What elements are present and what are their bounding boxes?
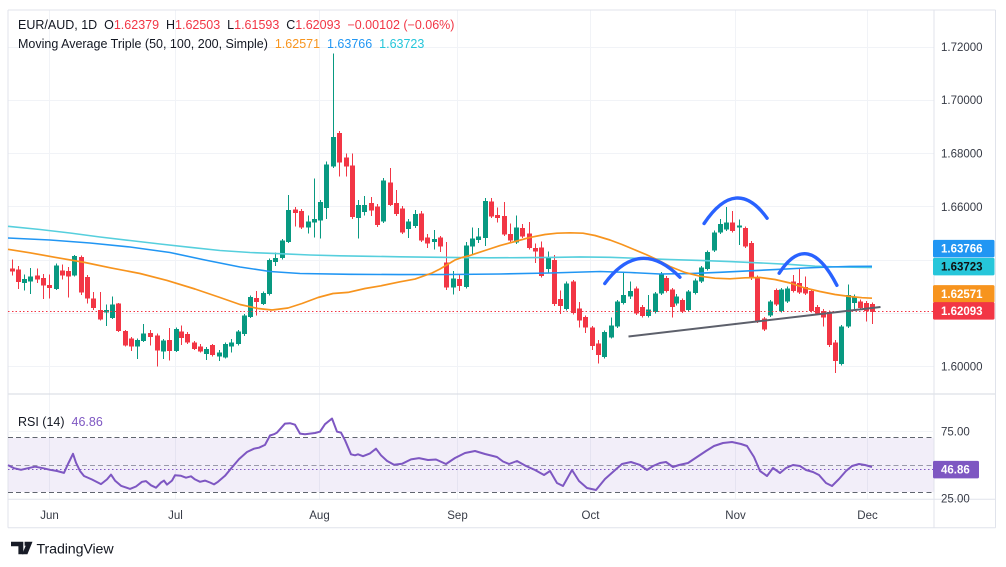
svg-text:1.72000: 1.72000 — [941, 42, 983, 54]
svg-text:Oct: Oct — [582, 510, 601, 522]
svg-text:75.00: 75.00 — [941, 426, 970, 438]
svg-text:1.63766: 1.63766 — [941, 244, 983, 256]
svg-text:1.62093: 1.62093 — [941, 306, 983, 318]
svg-text:1.66000: 1.66000 — [941, 202, 983, 214]
svg-text:1.68000: 1.68000 — [941, 148, 983, 160]
svg-text:1.70000: 1.70000 — [941, 95, 983, 107]
svg-text:1.62571: 1.62571 — [941, 289, 983, 301]
svg-text:Nov: Nov — [725, 510, 746, 522]
svg-text:Moving Average Triple (50, 100: Moving Average Triple (50, 100, 200, Sim… — [18, 37, 424, 51]
svg-text:RSI (14) 46.86: RSI (14) 46.86 — [18, 415, 103, 429]
svg-text:EUR/AUD, 1D O1.62379 H1.6250: EUR/AUD, 1D O1.62379 H1.62503 L1.61593 C… — [18, 18, 454, 32]
svg-text:Sep: Sep — [447, 510, 467, 522]
svg-text:1.60000: 1.60000 — [941, 362, 983, 374]
svg-text:Dec: Dec — [857, 510, 878, 522]
svg-text:Aug: Aug — [309, 510, 329, 522]
svg-text:25.00: 25.00 — [941, 494, 970, 506]
svg-text:Jul: Jul — [168, 510, 183, 522]
svg-text:TradingView: TradingView — [37, 541, 115, 557]
svg-text:Jun: Jun — [40, 510, 59, 522]
svg-text:46.86: 46.86 — [941, 465, 970, 477]
svg-text:1.63723: 1.63723 — [941, 262, 983, 274]
